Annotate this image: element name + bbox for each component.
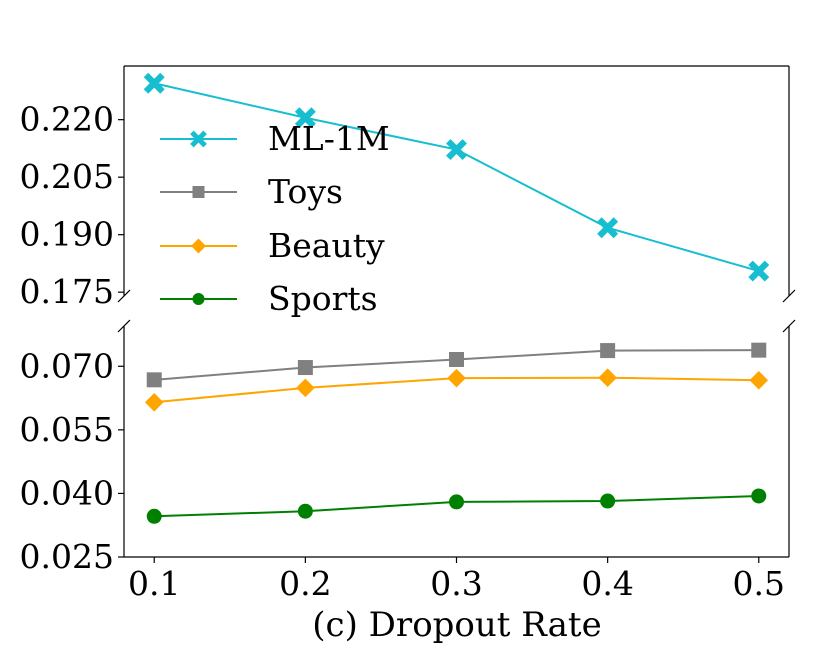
upper-y-tick-label: 0.205 [20,157,114,196]
legend-entry-beauty: Beauty [160,226,385,265]
lower-y-tick-label: 0.070 [20,346,114,385]
data-point-beauty [749,370,769,390]
series-line-ml-1m [154,82,760,273]
x-tick-label: 0.5 [733,564,785,603]
upper-y-tick-label: 0.190 [20,215,114,254]
data-point-toys [297,360,313,376]
x-tick-label: 0.4 [581,564,633,603]
lower-y-tick-label: 0.055 [20,410,114,449]
data-point-beauty [296,378,315,398]
axis-break-mark [117,289,131,303]
data-point-sports [146,508,162,524]
legend-marker-toys [192,186,205,198]
data-point-toys [449,351,464,367]
legend-marker-sports [192,293,205,305]
x-tick-label: 0.2 [279,564,331,603]
series-beauty [144,368,769,412]
upper-y-tick-label: 0.220 [20,100,114,139]
x-tick-label: 0.3 [430,564,482,603]
legend-entry-ml-1m: ML-1M [160,119,390,158]
series-ml-1m [143,72,770,282]
legend-marker-ml-1m [190,130,207,148]
lower-panel: 0.025 0.040 0.055 0.070 [20,326,790,576]
data-point-sports [600,493,616,509]
series-sports [146,488,767,524]
data-point-ml-1m [446,139,467,161]
data-point-toys [751,342,767,358]
x-axis-label: (c) Dropout Rate [312,605,601,645]
data-point-toys [600,343,616,359]
legend-label-toys: Toys [268,172,343,211]
x-tick-label: 0.1 [128,564,180,603]
axis-break-mark [782,289,796,303]
data-point-ml-1m [597,217,619,239]
legend-entry-toys: Toys [160,172,343,211]
data-point-ml-1m [143,72,165,94]
lower-y-tick-label: 0.025 [20,537,114,576]
data-point-ml-1m [748,260,770,282]
upper-panel: 0.175 0.190 0.205 0.220 [20,65,796,333]
legend-label-ml-1m: ML-1M [268,119,390,158]
data-point-toys [146,372,162,388]
data-point-ml-1m [294,107,316,129]
data-point-beauty [144,392,164,412]
series-toys [146,342,767,388]
legend: ML-1M Toys Beauty Sports [160,119,390,318]
data-point-beauty [598,368,617,388]
x-axis: 0.1 0.2 0.3 0.4 0.5 [128,557,785,603]
data-point-sports [449,494,464,510]
legend-marker-beauty [191,238,206,254]
legend-label-sports: Sports [268,279,378,318]
data-point-sports [297,503,313,519]
upper-y-tick-label: 0.175 [20,272,114,311]
data-point-sports [751,488,767,504]
legend-label-beauty: Beauty [268,226,385,265]
legend-entry-sports: Sports [160,279,378,318]
series-layer [143,72,770,524]
lower-y-tick-label: 0.040 [20,473,114,512]
data-point-beauty [447,368,466,388]
